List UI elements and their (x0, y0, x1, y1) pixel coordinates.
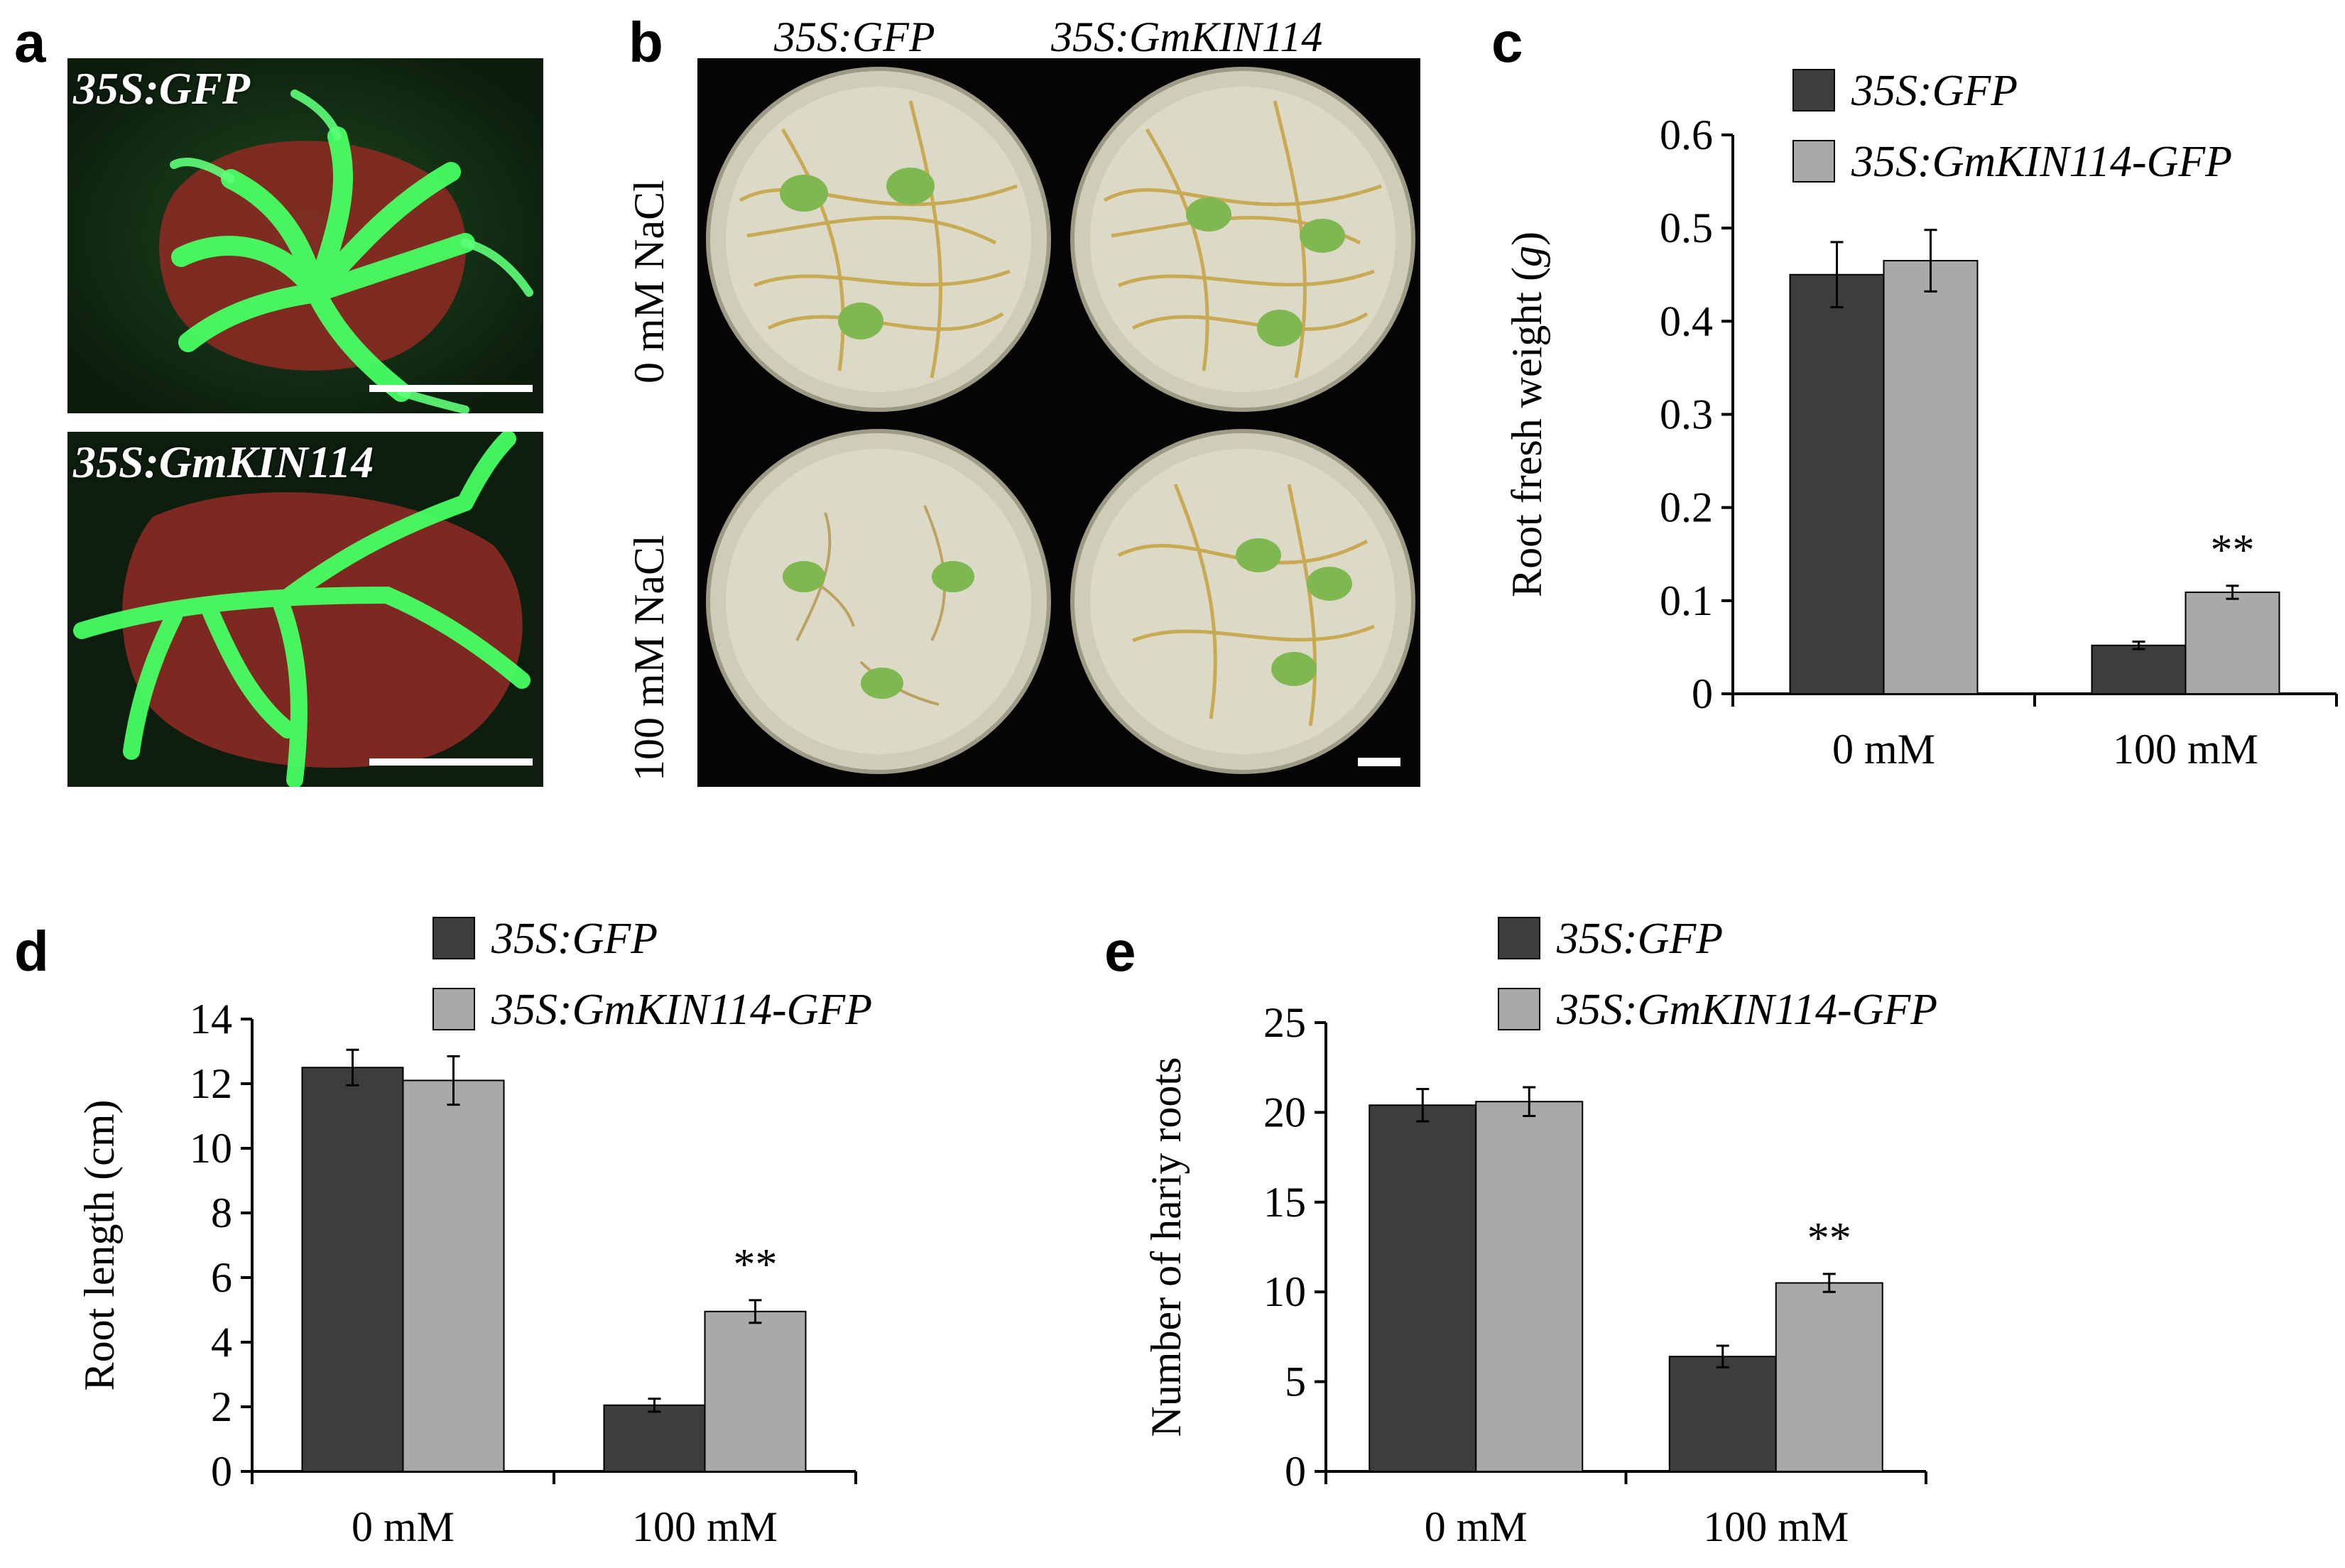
y-tick-label: 14 (190, 996, 232, 1042)
y-tick-label: 0.5 (1660, 205, 1713, 251)
bar (402, 1079, 505, 1472)
panel-letter-b: b (629, 11, 663, 74)
panel-letter-d: d (14, 920, 49, 983)
petri-dish-plates-image (697, 58, 1420, 787)
photo-label-35s-gfp: 35S:GFP (73, 63, 250, 114)
y-tick-label: 20 (1263, 1089, 1306, 1136)
legend-swatch (1498, 988, 1540, 1030)
bar (1775, 1282, 1883, 1472)
y-tick-label: 10 (190, 1125, 232, 1172)
x-tick-label: 0 mM (1425, 1503, 1528, 1550)
legend-label: 35S:GFP (1556, 915, 1723, 963)
row-label-100mm-nacl: 100 mM NaCl (626, 535, 673, 781)
scale-bar (369, 758, 533, 766)
legend-label: 35S:GmKIN114-GFP (491, 986, 872, 1034)
legend-swatch (432, 917, 475, 959)
legend-label: 35S:GmKIN114-GFP (1556, 986, 1937, 1034)
row-label-0mm-nacl: 0 mM NaCl (626, 180, 673, 383)
panel-letter-c: c (1491, 11, 1523, 74)
y-tick-label: 5 (1285, 1359, 1306, 1405)
legend-label: 35S:GmKIN114-GFP (1851, 138, 2232, 186)
panel-letter-e: e (1104, 920, 1136, 983)
scale-bar (369, 385, 533, 392)
legend-swatch (432, 988, 475, 1030)
bar (1369, 1104, 1477, 1472)
x-tick-label: 0 mM (352, 1503, 455, 1550)
chart-number-of-hairy-roots: 35S:GFP 35S:GmKIN114-GFP 0 5 10 15 20 25 0 mM ** 1… (1143, 915, 1937, 1550)
chart-root-length: 35S:GFP 35S:GmKIN114-GFP 0 2 4 6 8 10 12 14 0 mM **… (76, 915, 872, 1550)
y-tick-label: 25 (1263, 999, 1306, 1046)
bar (2185, 592, 2280, 695)
x-tick-label: 100 mM (1703, 1503, 1849, 1550)
x-tick-label: 100 mM (2113, 726, 2258, 773)
y-tick-label: 0.1 (1660, 577, 1713, 624)
bar (301, 1067, 404, 1472)
y-tick-label: 10 (1263, 1268, 1306, 1315)
y-tick-label: 0.4 (1660, 298, 1713, 344)
significance-marker: ** (1807, 1214, 1851, 1263)
y-tick-label: 4 (211, 1319, 232, 1366)
y-axis-label: Number of hariy roots (1143, 1057, 1190, 1437)
legend-label: 35S:GFP (1851, 67, 2018, 115)
y-tick-label: 12 (190, 1060, 232, 1107)
x-tick-label: 100 mM (632, 1503, 778, 1550)
bar (1668, 1356, 1777, 1473)
bar (1475, 1101, 1584, 1472)
y-tick-label: 0.6 (1660, 111, 1713, 158)
y-tick-label: 0 (211, 1448, 232, 1495)
panel-letter-a: a (14, 11, 46, 74)
photo-a-bottom: 35S:GmKIN114 (67, 432, 543, 787)
chart-root-fresh-weight: 35S:GFP 35S:GmKIN114-GFP 0 0.1 0.2 0.3 0.4 0.5 0… (1503, 67, 2338, 773)
legend-swatch (1498, 917, 1540, 959)
bar (2091, 644, 2187, 695)
y-tick-label: 0 (1692, 670, 1713, 717)
photo-a-top: 35S:GFP (67, 58, 543, 413)
significance-marker: ** (734, 1241, 778, 1289)
column-header-35s-gmkin114: 35S:GmKIN114 (1051, 13, 1323, 60)
hairy-root-fluorescence-image (67, 432, 543, 787)
y-axis-label: Root length (cm) (76, 1100, 123, 1391)
y-tick-label: 0.3 (1660, 391, 1713, 438)
legend-label: 35S:GFP (491, 915, 658, 963)
legend-swatch (1792, 69, 1835, 111)
photo-label-35s-gmkin114: 35S:GmKIN114 (73, 437, 374, 487)
y-tick-label: 0 (1285, 1448, 1306, 1495)
y-tick-label: 15 (1263, 1179, 1306, 1226)
hairy-root-fluorescence-image (67, 58, 543, 413)
bar (1883, 260, 1979, 695)
bar (603, 1404, 706, 1472)
x-tick-label: 0 mM (1832, 726, 1935, 773)
y-tick-label: 6 (211, 1254, 232, 1301)
y-axis-label: Root fresh weight (g) (1503, 232, 1550, 597)
y-tick-label: 0.2 (1660, 484, 1713, 531)
bar (1789, 273, 1885, 695)
y-tick-label: 8 (211, 1189, 232, 1236)
significance-marker: ** (2211, 526, 2255, 575)
scale-bar (1358, 758, 1400, 766)
photo-b-plates (697, 58, 1420, 787)
column-header-35s-gfp: 35S:GFP (774, 13, 935, 60)
bar (704, 1310, 807, 1473)
legend-swatch (1792, 140, 1835, 183)
y-tick-label: 2 (211, 1383, 232, 1430)
